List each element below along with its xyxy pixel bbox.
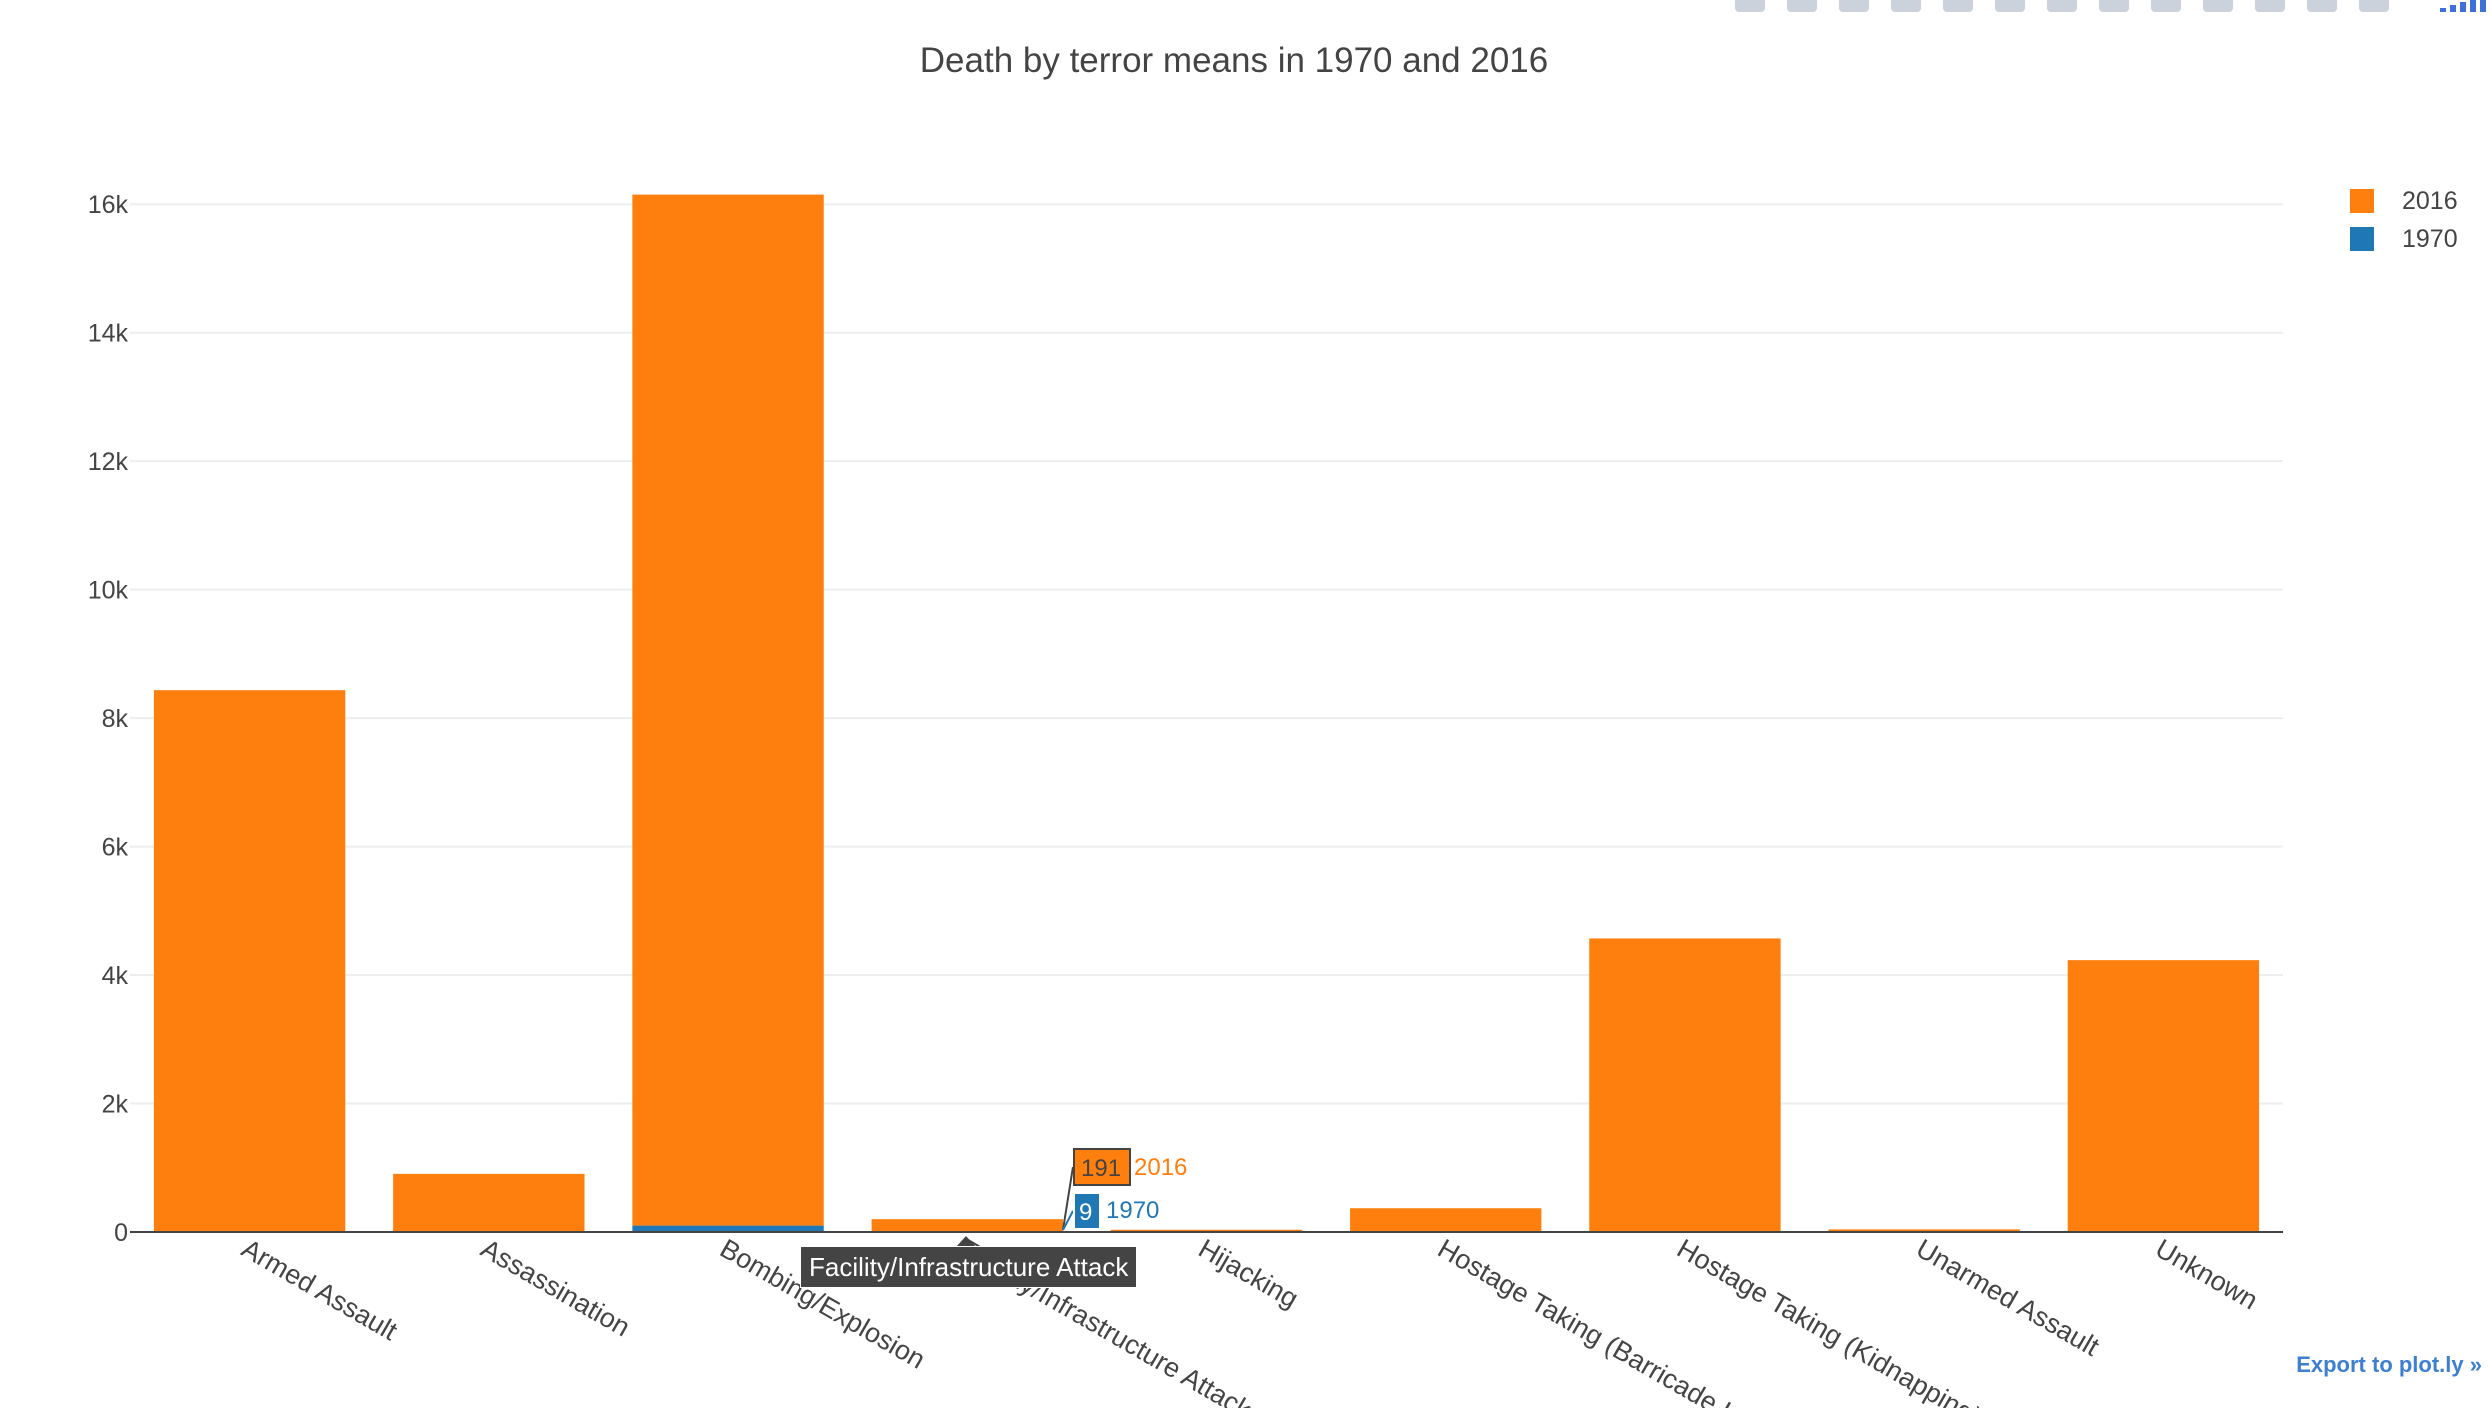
y-tick-label: 10k xyxy=(88,577,129,605)
chart-title: Death by terror means in 1970 and 2016 xyxy=(920,41,1548,80)
hover-series-2016: 2016 xyxy=(1134,1154,1188,1181)
bar-2016-assassination[interactable] xyxy=(393,1173,585,1232)
legend-swatch-1970 xyxy=(2350,227,2374,251)
hover-category-caret xyxy=(956,1236,976,1247)
y-tick-label: 8k xyxy=(102,705,129,733)
x-tick-label: Unknown xyxy=(2150,1233,2262,1315)
y-tick-label: 16k xyxy=(88,191,129,219)
bar-2016-bombing-explosion[interactable] xyxy=(632,194,824,1226)
modebar xyxy=(1735,0,2389,16)
bar-2016-unarmed-assault[interactable] xyxy=(1828,1229,2020,1232)
hover-category-label: Facility/Infrastructure Attack xyxy=(800,1246,1138,1288)
x-tick-label: Unarmed Assault xyxy=(1911,1233,2104,1362)
y-tick-label: 4k xyxy=(102,962,129,990)
bar-2016-hostage-taking-kidnapping-[interactable] xyxy=(1589,938,1781,1232)
hover-pointer xyxy=(1061,1166,1074,1231)
y-tick-label: 0 xyxy=(114,1219,128,1247)
zoom-in-icon[interactable] xyxy=(2047,0,2077,12)
bar-1970-bombing-explosion[interactable] xyxy=(632,1225,824,1232)
legend-item-2016[interactable]: 2016 xyxy=(2350,182,2458,220)
x-tick-label: Assassination xyxy=(476,1233,635,1342)
lasso-select-icon[interactable] xyxy=(1995,0,2025,12)
zoom-out-icon[interactable] xyxy=(2099,0,2129,12)
zoom-icon[interactable] xyxy=(1839,0,1869,12)
hover-value-2016: 191 xyxy=(1073,1148,1131,1186)
hover-closest-icon[interactable] xyxy=(2307,0,2337,12)
spike-lines-icon[interactable] xyxy=(2255,0,2285,12)
bar-2016-unknown[interactable] xyxy=(2067,960,2260,1232)
bars xyxy=(153,194,2260,1233)
reset-axes-icon[interactable] xyxy=(2203,0,2233,12)
y-tick-label: 14k xyxy=(88,320,129,348)
hover-pointers xyxy=(1061,1166,1074,1231)
export-to-plotly-link[interactable]: Export to plot.ly » xyxy=(2296,1352,2482,1377)
y-tick-label: 12k xyxy=(88,448,129,476)
save-icon[interactable] xyxy=(1787,0,1817,12)
bar-2016-armed-assault[interactable] xyxy=(153,690,346,1232)
legend: 2016 1970 xyxy=(2350,182,2458,258)
bar-2016-hostage-taking-barricade-incident-[interactable] xyxy=(1350,1208,1542,1232)
hover-pointer xyxy=(1062,1210,1074,1231)
y-tick-label: 2k xyxy=(102,1091,129,1119)
box-select-icon[interactable] xyxy=(1943,0,1973,12)
gridlines xyxy=(130,203,2283,1105)
plotly-logo-icon[interactable] xyxy=(2440,0,2490,12)
bar-2016-hijacking[interactable] xyxy=(1110,1229,1303,1232)
bar-2016-facility-infrastructure-attack[interactable] xyxy=(871,1219,1063,1232)
hover-series-1970: 1970 xyxy=(1106,1197,1160,1224)
hover-value-1970: 9 xyxy=(1073,1192,1101,1230)
hover-compare-icon[interactable] xyxy=(2359,0,2389,12)
x-tick-label: Hostage Taking (Barricade Incident) xyxy=(1433,1233,1819,1408)
x-tick-label: Armed Assault xyxy=(237,1233,403,1346)
y-tick-label: 6k xyxy=(102,834,129,862)
legend-label: 2016 xyxy=(2402,186,2458,215)
legend-swatch-2016 xyxy=(2350,189,2374,213)
camera-icon[interactable] xyxy=(1735,0,1765,12)
legend-item-1970[interactable]: 1970 xyxy=(2350,220,2458,258)
legend-label: 1970 xyxy=(2402,224,2458,253)
x-tick-label: Hijacking xyxy=(1194,1233,1304,1314)
pan-icon[interactable] xyxy=(1891,0,1921,12)
autoscale-icon[interactable] xyxy=(2151,0,2181,12)
